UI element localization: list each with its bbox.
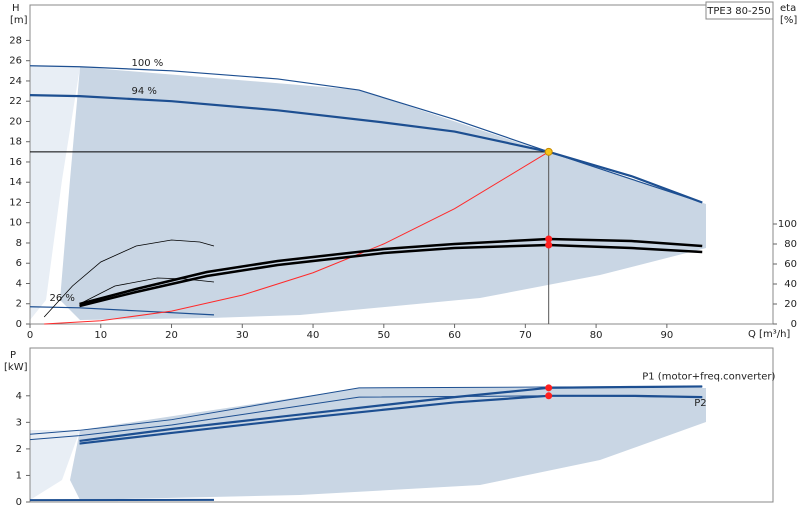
y-axis-label: P: [10, 350, 16, 361]
y-tick-label: 18: [9, 137, 22, 148]
duty-point: [545, 235, 553, 243]
curve: [29, 386, 703, 435]
y-axis-unit: [kW]: [4, 362, 28, 373]
y-tick-label: 2: [16, 299, 22, 310]
x-tick-label: 10: [94, 330, 107, 341]
y-tick-label: 3: [16, 417, 22, 428]
curve: [29, 306, 215, 316]
y2-tick-label: 100: [778, 219, 797, 230]
y-tick-label: 16: [9, 157, 22, 168]
chart-title: TPE3 80-250: [706, 6, 770, 17]
curve: [29, 395, 703, 441]
y2-tick-label: 20: [784, 299, 797, 310]
y-tick-label: 8: [16, 238, 22, 249]
curve: [79, 394, 703, 445]
y-tick-label: 26: [9, 56, 22, 67]
x-tick-label: 40: [307, 330, 320, 341]
x-tick-label: 30: [236, 330, 249, 341]
y-tick-label: 4: [16, 391, 22, 402]
y2-axis-label: eta: [780, 3, 796, 14]
y2-tick-label: 80: [784, 239, 797, 250]
y-tick-label: 12: [9, 197, 22, 208]
y-axis-label: H: [12, 3, 20, 14]
y-axis-unit: [m]: [10, 15, 28, 26]
duty-point: [544, 147, 553, 156]
curve: [44, 151, 549, 325]
x-tick-label: 0: [27, 330, 33, 341]
x-tick-label: 80: [590, 330, 603, 341]
curve-label: 26 %: [50, 293, 75, 304]
title-box: [705, 1, 774, 20]
power-area-light: [30, 430, 80, 500]
plot-frame: [29, 4, 774, 325]
x-tick-label: 60: [448, 330, 461, 341]
y-tick-label: 22: [9, 96, 22, 107]
x-tick-label: 90: [660, 330, 673, 341]
y-tick-label: 1: [16, 470, 22, 481]
y-tick-label: 0: [16, 497, 22, 508]
y2-tick-label: 0: [791, 319, 797, 330]
curve: [29, 94, 703, 204]
curve: [79, 237, 703, 306]
curve-label: P1 (motor+freq.converter): [642, 372, 775, 383]
curve-label: 100 %: [132, 58, 164, 69]
y-tick-label: 24: [9, 76, 22, 87]
duty-point: [545, 392, 553, 400]
y-tick-label: 0: [16, 319, 22, 330]
duty-point: [545, 384, 553, 392]
curve: [29, 65, 703, 204]
y-tick-label: 6: [16, 258, 22, 269]
plot-frame: [29, 347, 774, 503]
y-tick-label: 10: [9, 218, 22, 229]
operating-area: [60, 67, 706, 320]
y-tick-label: 2: [16, 444, 22, 455]
y2-tick-label: 60: [784, 259, 797, 270]
curve-label: 94 %: [132, 86, 157, 97]
y2-tick-label: 40: [784, 279, 797, 290]
curve: [79, 277, 215, 305]
y-tick-label: 28: [9, 35, 22, 46]
y-tick-label: 4: [16, 278, 22, 289]
y-tick-label: 14: [9, 177, 22, 188]
y2-axis-unit: [%]: [780, 15, 797, 26]
curve: [43, 239, 215, 318]
curve-label: P2: [694, 398, 706, 409]
y-tick-label: 20: [9, 116, 22, 127]
curve: [79, 243, 703, 308]
x-tick-label: 20: [165, 330, 178, 341]
operating-area-light: [30, 66, 80, 320]
duty-point: [545, 241, 553, 249]
x-tick-label: 70: [519, 330, 532, 341]
x-axis-label: Q [m³/h]: [748, 329, 790, 340]
x-tick-label: 50: [377, 330, 390, 341]
